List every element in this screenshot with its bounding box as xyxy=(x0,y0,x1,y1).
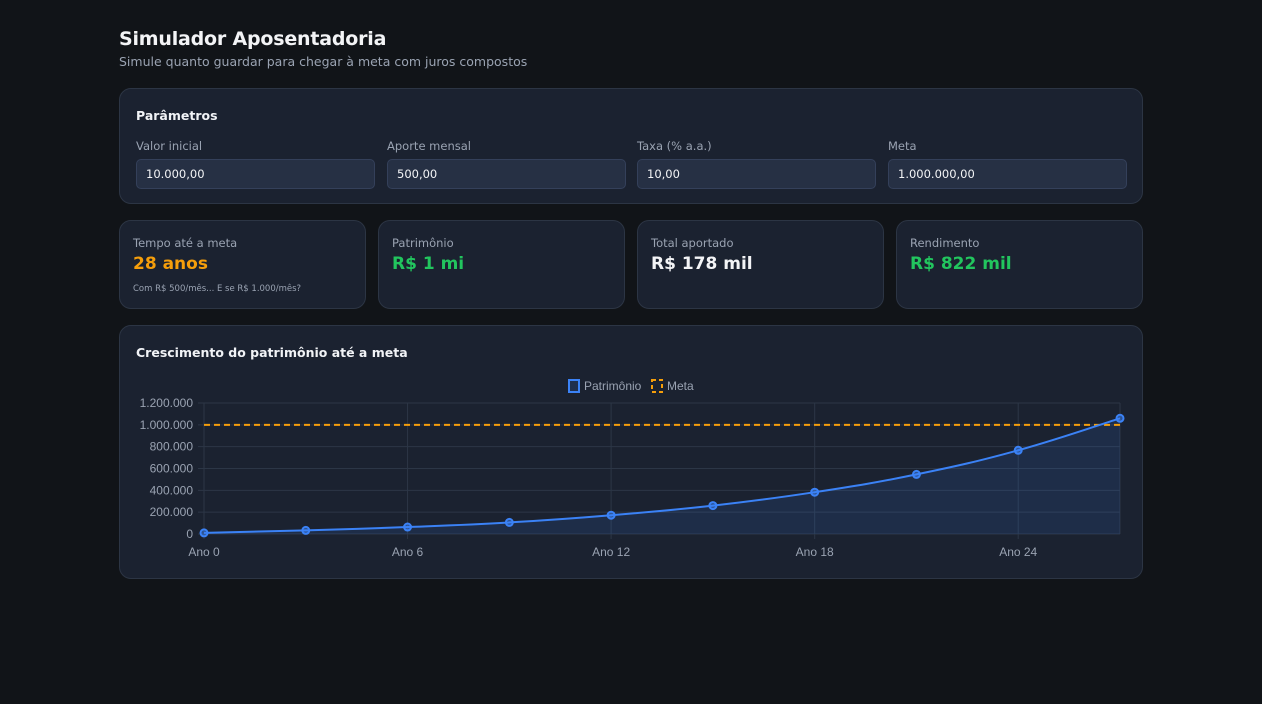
y-tick-label: 200.000 xyxy=(150,505,194,519)
field-aporte-mensal: Aporte mensal xyxy=(387,139,626,189)
meta-input[interactable] xyxy=(888,159,1127,189)
patrimonio-area xyxy=(204,418,1120,534)
patrimonio-point xyxy=(911,469,921,479)
legend-meta-label: Meta xyxy=(667,379,694,393)
legend-meta-swatch xyxy=(651,379,663,393)
x-tick-label: Ano 18 xyxy=(796,545,834,559)
aporte-mensal-input[interactable] xyxy=(387,159,626,189)
patrimonio-point xyxy=(810,487,820,497)
stat-value: 28 anos xyxy=(133,254,208,274)
chart-panel: Crescimento do patrimônio até a meta Pat… xyxy=(119,325,1143,579)
stat-value: R$ 822 mil xyxy=(910,254,1012,274)
stat-label: Total aportado xyxy=(651,236,734,250)
taxa-input[interactable] xyxy=(637,159,876,189)
growth-chart: Patrimônio Meta 0 200.000 400.000 600.000 80… xyxy=(140,379,1125,559)
stat-card-rendimento: Rendimento R$ 822 mil xyxy=(896,220,1143,309)
patrimonio-point xyxy=(504,517,514,527)
stat-label: Rendimento xyxy=(910,236,980,250)
page-title: Simulador Aposentadoria xyxy=(119,28,387,50)
field-valor-inicial: Valor inicial xyxy=(136,139,375,189)
patrimonio-line xyxy=(203,417,1121,534)
y-tick-label: 600.000 xyxy=(150,462,194,476)
patrimonio-point xyxy=(606,510,616,520)
x-axis-ticks: Ano 0 Ano 6 Ano 12 Ano 18 Ano 24 xyxy=(188,545,1037,559)
stat-card-total-aportado: Total aportado R$ 178 mil xyxy=(637,220,884,309)
meta-label: Meta xyxy=(888,139,917,153)
y-axis-ticks: 0 200.000 400.000 600.000 800.000 1.000.000 1.… xyxy=(140,396,194,541)
patrimonio-point xyxy=(199,528,209,538)
valor-inicial-input[interactable] xyxy=(136,159,375,189)
stat-card-patrimonio: Patrimônio R$ 1 mi xyxy=(378,220,625,309)
stat-card-tempo: Tempo até a meta 28 anos Com R$ 500/mês.… xyxy=(119,220,366,309)
stat-label: Tempo até a meta xyxy=(133,236,238,250)
x-tick-label: Ano 12 xyxy=(592,545,630,559)
aporte-mensal-label: Aporte mensal xyxy=(387,139,471,153)
x-tick-label: Ano 24 xyxy=(999,545,1037,559)
patrimonio-point xyxy=(708,501,718,511)
valor-inicial-label: Valor inicial xyxy=(136,139,203,153)
page-header: Simulador Aposentadoria Simule quanto gu… xyxy=(119,28,527,69)
chart-legend[interactable]: Patrimônio Meta xyxy=(568,379,694,393)
patrimonio-point xyxy=(1115,413,1125,423)
patrimonio-point xyxy=(1013,445,1023,455)
page-subtitle: Simule quanto guardar para chegar à meta… xyxy=(119,54,528,69)
x-tick-label: Ano 0 xyxy=(188,545,220,559)
patrimonio-point xyxy=(301,525,311,535)
stat-value: R$ 178 mil xyxy=(651,254,753,274)
y-tick-label: 1.000.000 xyxy=(140,418,194,432)
stat-value: R$ 1 mi xyxy=(392,254,465,274)
taxa-label: Taxa (% a.a.) xyxy=(637,139,712,153)
params-title: Parâmetros xyxy=(136,108,218,123)
chart-title: Crescimento do patrimônio até a meta xyxy=(136,345,408,360)
legend-patrimonio-swatch xyxy=(568,379,580,393)
y-tick-label: 400.000 xyxy=(150,483,194,497)
stat-note: Com R$ 500/mês... E se R$ 1.000/mês? xyxy=(133,284,302,294)
x-tick-label: Ano 6 xyxy=(392,545,424,559)
legend-patrimonio-label: Patrimônio xyxy=(584,379,642,393)
stat-label: Patrimônio xyxy=(392,236,454,250)
field-taxa: Taxa (% a.a.) xyxy=(637,139,876,189)
patrimonio-point xyxy=(403,522,413,532)
params-panel: Parâmetros Valor inicial Aporte mensal T… xyxy=(119,88,1143,204)
y-tick-label: 1.200.000 xyxy=(140,396,194,410)
chart-series xyxy=(199,413,1125,538)
field-meta: Meta xyxy=(888,139,1127,189)
y-tick-label: 0 xyxy=(186,527,193,541)
y-tick-label: 800.000 xyxy=(150,440,194,454)
